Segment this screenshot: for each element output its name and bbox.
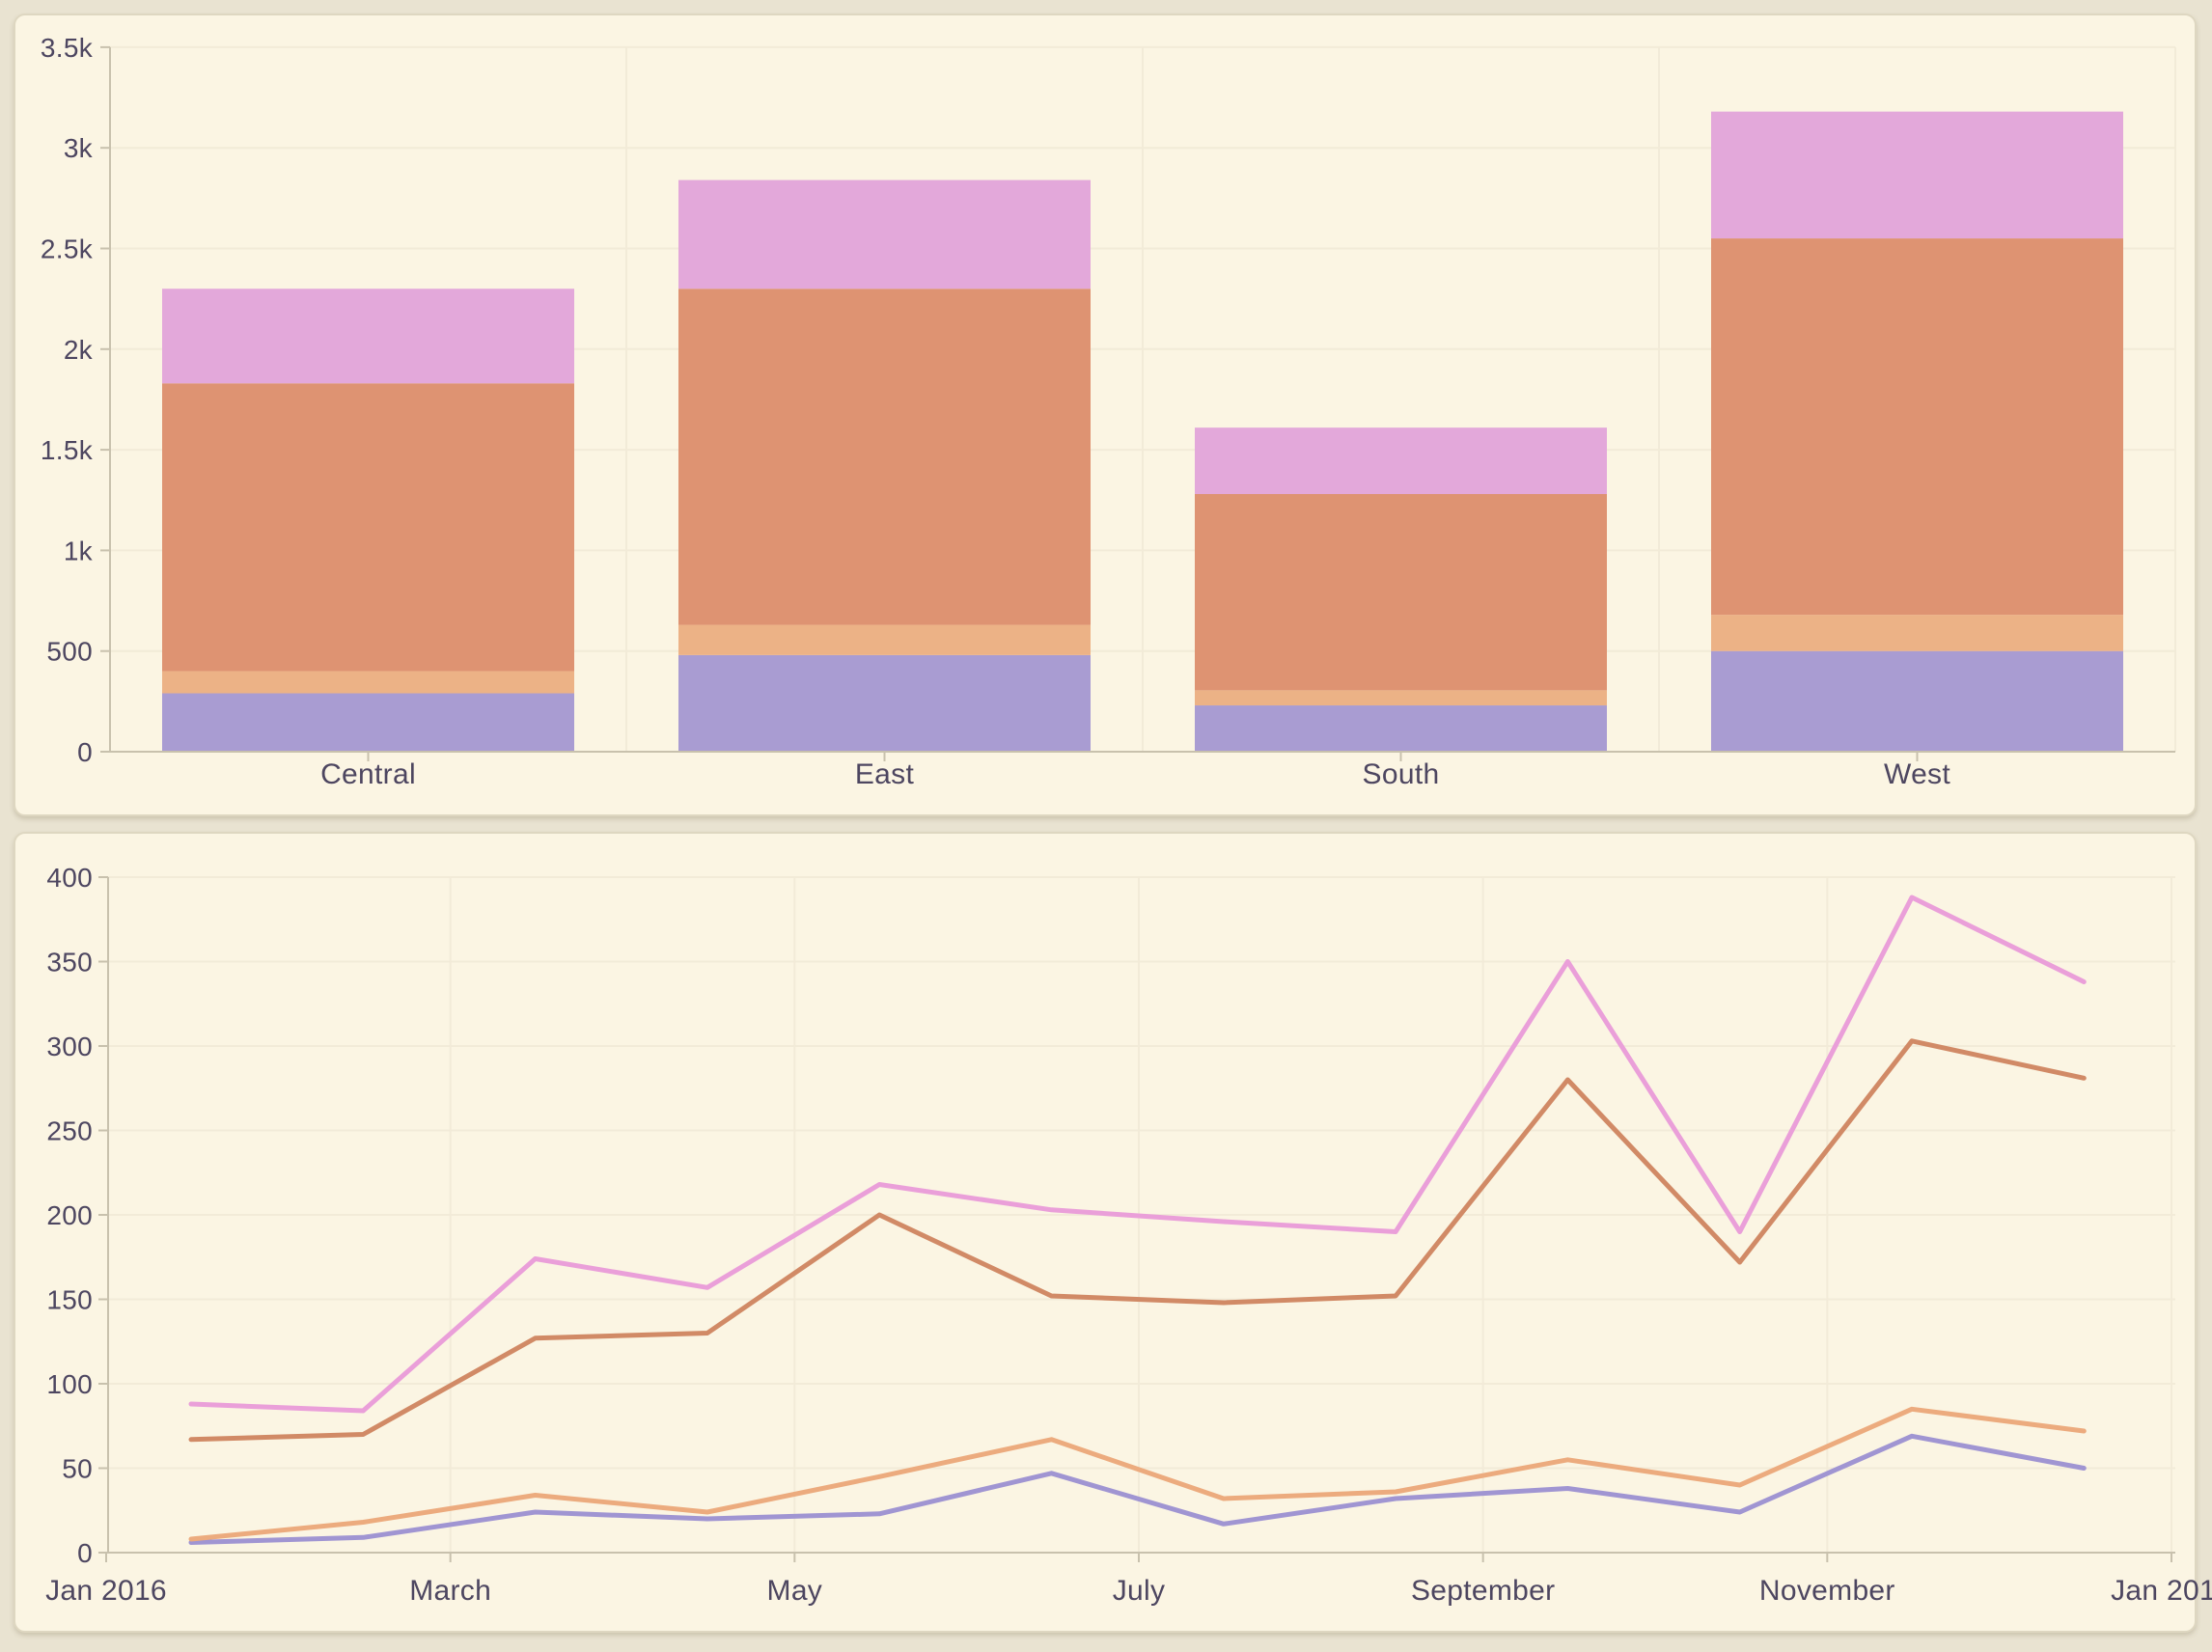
y-axis-tick-label: 250 (46, 1116, 93, 1146)
bar-segment-purple-central[interactable] (162, 693, 574, 752)
x-axis-tick-label: Jan 2017 (2111, 1575, 2212, 1607)
bar-segment-salmon-south[interactable] (1195, 493, 1607, 691)
y-axis-tick-label: 500 (46, 637, 93, 667)
y-axis-tick-label: 200 (46, 1200, 93, 1230)
y-axis-tick-label: 0 (77, 1538, 93, 1568)
bar-segment-light-orange-south[interactable] (1195, 690, 1607, 706)
y-axis-tick-label: 300 (46, 1032, 93, 1061)
y-axis-tick-label: 0 (77, 737, 93, 767)
bar-segment-salmon-east[interactable] (678, 289, 1091, 625)
bar-segment-light-orange-central[interactable] (162, 671, 574, 694)
bar-segment-purple-east[interactable] (678, 654, 1091, 752)
y-axis-tick-label: 1k (64, 536, 94, 565)
bar-segment-pink-central[interactable] (162, 289, 574, 384)
x-axis-category-label: South (1363, 758, 1440, 790)
bar-segment-pink-west[interactable] (1711, 111, 2123, 239)
y-axis-tick-label: 50 (62, 1454, 93, 1484)
line-series-light-orange[interactable] (188, 1406, 2087, 1542)
y-axis-tick-label: 2.5k (41, 234, 94, 264)
x-axis-tick-label: Jan 2016 (45, 1575, 167, 1607)
line-series-salmon[interactable] (188, 1038, 2087, 1443)
y-axis-tick-label: 350 (46, 948, 93, 977)
x-axis-category-label: Central (320, 758, 416, 790)
bar-segment-pink-east[interactable] (678, 179, 1091, 289)
bar-segment-purple-south[interactable] (1195, 705, 1607, 752)
line-chart-panel (14, 832, 2197, 1633)
bar-segment-salmon-west[interactable] (1711, 238, 2123, 616)
y-axis-tick-label: 2k (64, 335, 94, 365)
bar-segment-light-orange-west[interactable] (1711, 615, 2123, 651)
y-axis-tick-label: 1.5k (41, 435, 94, 465)
y-axis-tick-label: 150 (46, 1285, 93, 1315)
bar-segment-salmon-central[interactable] (162, 383, 574, 672)
x-axis-tick-label: September (1411, 1575, 1555, 1607)
bar-segment-light-orange-east[interactable] (678, 624, 1091, 655)
line-series-pink[interactable] (188, 895, 2087, 1414)
y-axis-tick-label: 100 (46, 1369, 93, 1399)
x-axis-category-label: West (1884, 758, 1950, 790)
bar-segment-pink-south[interactable] (1195, 427, 1607, 494)
line-series-purple[interactable] (188, 1433, 2087, 1545)
y-axis-tick-label: 400 (46, 863, 93, 893)
x-axis-tick-label: May (767, 1575, 823, 1607)
y-axis-tick-label: 3.5k (41, 33, 94, 63)
x-axis-tick-label: March (409, 1575, 491, 1607)
x-axis-tick-label: November (1759, 1575, 1895, 1607)
x-axis-tick-label: July (1113, 1575, 1166, 1607)
stacked-bar-chart: 0 500 1k 1.5k 2k 2.5k 3k 3.5k Central East South We… (41, 33, 2176, 790)
line-chart: 0 50 100 150 200 250 300 350 400 Jan 2016 March May… (45, 863, 2212, 1607)
bar-segment-purple-west[interactable] (1711, 650, 2123, 752)
x-axis-category-label: East (855, 758, 915, 790)
y-axis-tick-label: 3k (64, 133, 94, 163)
